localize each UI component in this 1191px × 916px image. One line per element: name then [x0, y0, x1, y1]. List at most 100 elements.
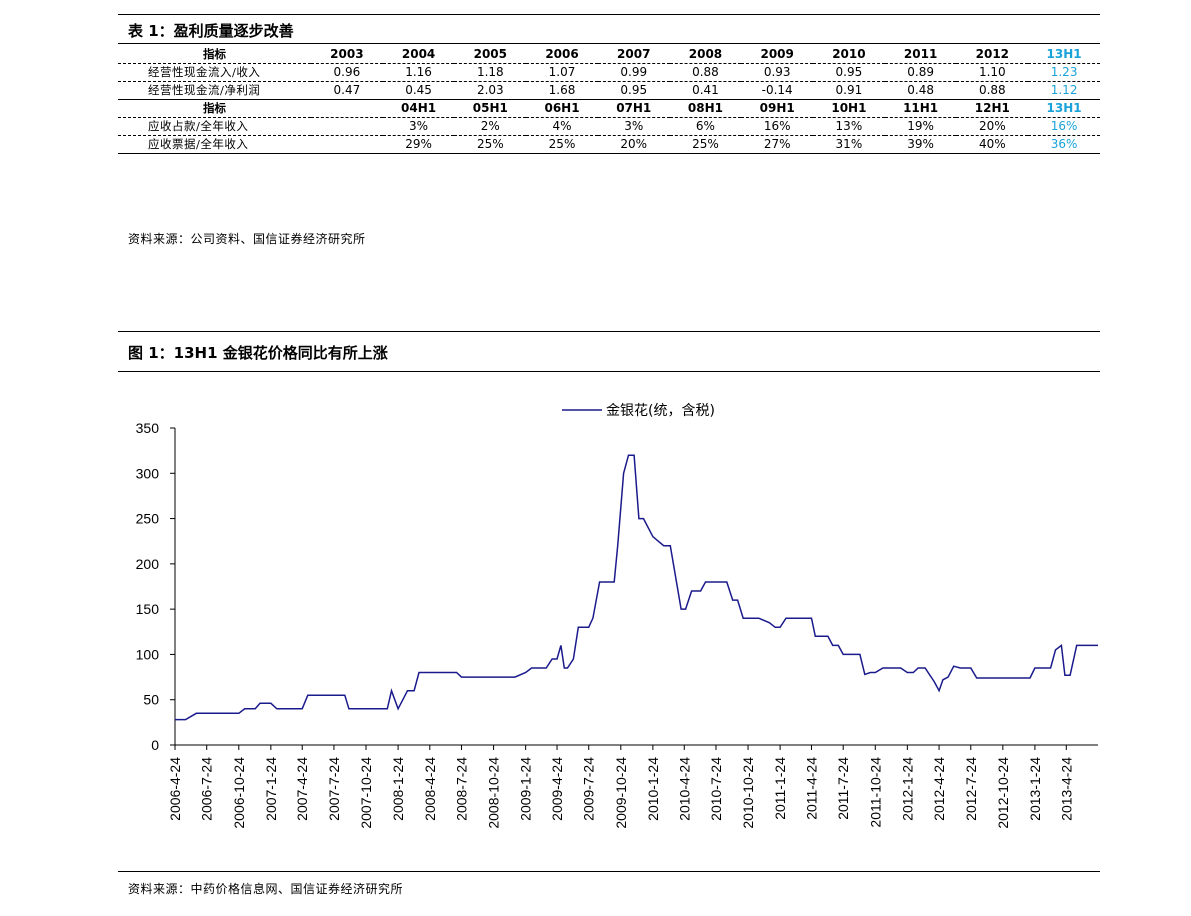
x-tick-label: 2012-4-24	[931, 757, 947, 821]
table-row: 应收票据/全年收入 29% 25% 25% 20% 25% 27% 31% 39% 40% 36%	[118, 135, 1100, 154]
y-tick-label: 100	[136, 646, 160, 662]
header-cell: 2007	[597, 46, 670, 64]
value-cell: 2%	[454, 117, 527, 136]
x-tick-label: 2008-4-24	[422, 757, 438, 821]
header-cell: 12H1	[956, 99, 1029, 118]
value-cell: 25%	[526, 135, 598, 154]
value-cell: 20%	[597, 135, 670, 154]
value-cell: 3%	[597, 117, 670, 136]
value-cell: 4%	[526, 117, 598, 136]
x-tick-label: 2011-4-24	[803, 757, 819, 820]
x-tick-label: 2009-10-24	[613, 757, 629, 829]
value-cell: 3%	[382, 117, 455, 136]
value-cell: -0.14	[741, 81, 814, 100]
table-row: 应收占款/全年收入 3% 2% 4% 3% 6% 16% 13% 19% 20% 16%	[118, 117, 1100, 136]
x-tick-label: 2007-4-24	[294, 757, 310, 821]
value-cell: 29%	[382, 135, 455, 154]
row-label-cell: 应收占款/全年收入	[118, 117, 311, 136]
x-tick-label: 2012-10-24	[995, 757, 1011, 829]
value-cell: 6%	[669, 117, 742, 136]
table-source: 资料来源：公司资料、国信证券经济研究所	[128, 232, 366, 246]
x-tick-label: 2006-4-24	[167, 757, 183, 821]
value-cell: 19%	[884, 117, 957, 136]
header-cell: 06H1	[526, 99, 598, 118]
x-tick-label: 2011-1-24	[772, 757, 788, 820]
y-tick-label: 350	[136, 420, 160, 436]
x-tick-label: 2009-1-24	[518, 757, 534, 821]
y-tick-label: 250	[136, 511, 160, 527]
value-cell: 0.45	[382, 81, 455, 100]
x-tick-label: 2008-1-24	[390, 757, 406, 821]
y-tick-label: 0	[151, 737, 159, 753]
value-cell: 0.89	[884, 63, 957, 82]
value-cell: 20%	[956, 117, 1029, 136]
header-cell: 2008	[669, 46, 742, 64]
table-header-row: 指标 2003 2004 2005 2006 2007 2008 2009 2010 2011 20…	[118, 46, 1100, 64]
value-cell: 16%	[741, 117, 814, 136]
header-label-cell: 指标	[118, 46, 311, 64]
figure-bottom-rule	[118, 871, 1100, 872]
header-cell: 05H1	[454, 99, 527, 118]
x-tick-label: 2013-1-24	[1027, 757, 1043, 821]
value-cell: 1.16	[382, 63, 455, 82]
header-cell: 07H1	[597, 99, 670, 118]
x-tick-label: 2010-1-24	[645, 757, 661, 821]
header-cell: 13H1	[1028, 99, 1100, 118]
header-label-cell: 指标	[118, 99, 311, 118]
value-cell: 36%	[1028, 135, 1100, 154]
x-tick-label: 2011-10-24	[867, 757, 883, 828]
value-cell: 0.99	[597, 63, 670, 82]
value-cell: 0.96	[311, 63, 383, 82]
header-cell: 10H1	[813, 99, 885, 118]
value-cell: 1.12	[1028, 81, 1100, 100]
value-cell: 1.23	[1028, 63, 1100, 82]
table-row: 经营性现金流入/收入 0.96 1.16 1.18 1.07 0.99 0.88 0.93 0.…	[118, 63, 1100, 82]
profit-quality-table: 指标 2003 2004 2005 2006 2007 2008 2009 2010 2011 20…	[118, 46, 1100, 154]
value-cell: 0.95	[813, 63, 885, 82]
x-tick-label: 2012-7-24	[963, 757, 979, 821]
value-cell: 0.48	[884, 81, 957, 100]
header-cell: 04H1	[382, 99, 455, 118]
y-tick-label: 50	[143, 692, 159, 708]
header-cell: 2009	[741, 46, 814, 64]
y-tick-label: 200	[136, 556, 160, 572]
table-caption: 表 1：盈利质量逐步改善	[128, 22, 294, 40]
value-cell: 1.07	[526, 63, 598, 82]
row-label-cell: 经营性现金流入/收入	[118, 63, 311, 82]
y-tick-label: 150	[136, 601, 160, 617]
value-cell: 40%	[956, 135, 1029, 154]
value-cell: 27%	[741, 135, 814, 154]
x-tick-label: 2006-7-24	[199, 757, 215, 821]
row-label-cell: 经营性现金流/净利润	[118, 81, 311, 100]
x-tick-label: 2010-10-24	[740, 757, 756, 829]
x-tick-label: 2010-7-24	[708, 757, 724, 821]
x-tick-label: 2008-7-24	[454, 757, 470, 821]
legend-label: 金银花(统，含税)	[606, 403, 715, 419]
header-cell	[311, 99, 383, 118]
figure-caption: 图 1：13H1 金银花价格同比有所上涨	[128, 344, 388, 362]
x-tick-label: 2007-1-24	[263, 757, 279, 821]
value-cell: 0.47	[311, 81, 383, 100]
x-tick-label: 2007-10-24	[358, 757, 374, 829]
series-line-0	[175, 454, 1098, 721]
figure-caption-rule	[118, 371, 1100, 372]
header-cell: 11H1	[884, 99, 957, 118]
header-cell: 2012	[956, 46, 1029, 64]
value-cell: 25%	[454, 135, 527, 154]
x-tick-label: 2006-10-24	[231, 757, 247, 829]
header-cell: 09H1	[741, 99, 814, 118]
header-cell: 2006	[526, 46, 598, 64]
x-tick-label: 2010-4-24	[676, 757, 692, 821]
x-tick-label: 2008-10-24	[486, 757, 502, 829]
value-cell: 0.88	[956, 81, 1029, 100]
table-header-rule	[118, 43, 1100, 44]
header-cell: 2010	[813, 46, 885, 64]
header-cell: 13H1	[1028, 46, 1100, 64]
value-cell: 13%	[813, 117, 885, 136]
value-cell: 2.03	[454, 81, 527, 100]
y-tick-label: 300	[136, 465, 160, 481]
value-cell: 25%	[669, 135, 742, 154]
header-cell: 2003	[311, 46, 383, 64]
row-label-cell: 应收票据/全年收入	[118, 135, 311, 154]
